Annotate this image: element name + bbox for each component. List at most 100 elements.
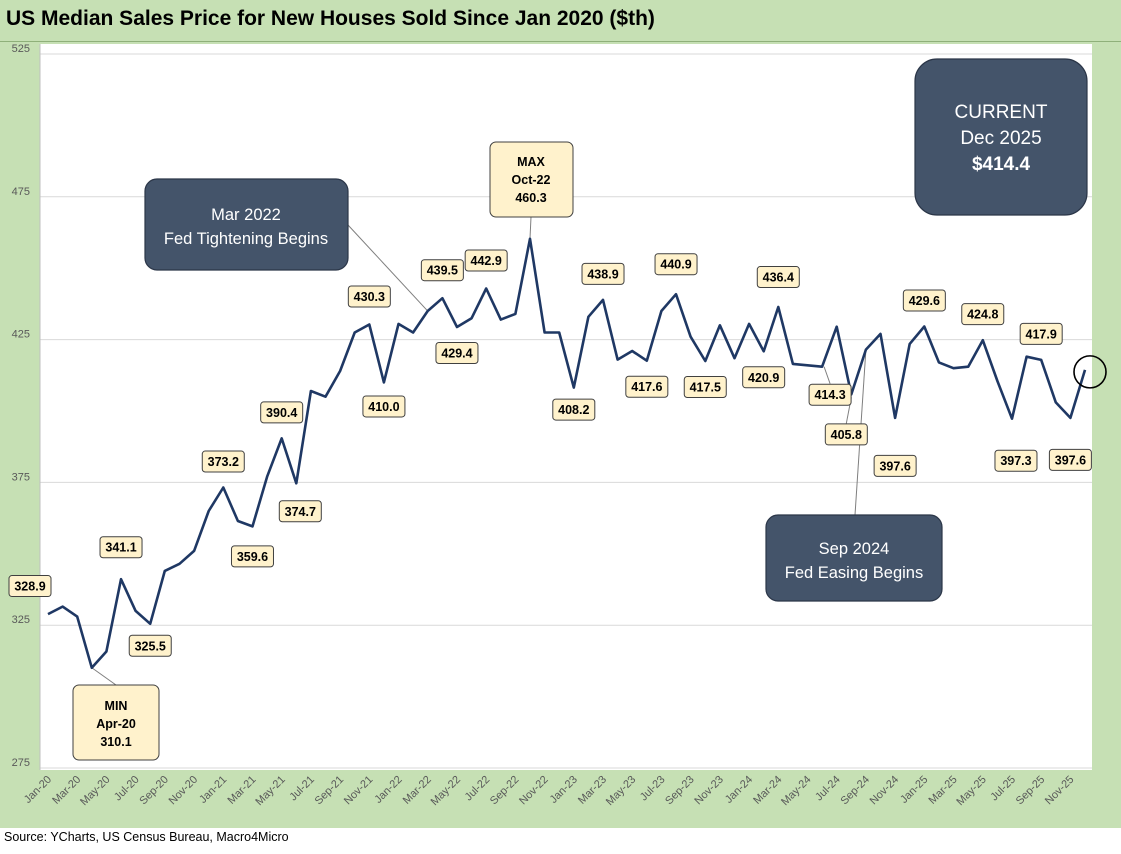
data-label: 430.3 [347, 285, 391, 308]
callout-current-line3: $414.4 [972, 154, 1031, 175]
data-label-box [464, 249, 508, 272]
series-line [47, 237, 1087, 670]
data-label-box [420, 259, 464, 282]
data-label: 417.5 [683, 376, 727, 399]
data-label: 436.4 [756, 266, 800, 289]
x-tick-label: Jan-20 [22, 774, 54, 806]
data-label: 341.1 [99, 536, 143, 559]
callout-current-line2: Dec 2025 [960, 128, 1041, 149]
callout-tightening: Mar 2022 Fed Tightening Begins [144, 178, 349, 271]
data-label-box [201, 450, 245, 473]
chart-title: US Median Sales Price for New Houses Sol… [6, 7, 655, 30]
data-label-box [552, 398, 596, 421]
callout-easing-line2: Fed Easing Begins [785, 564, 924, 582]
leader-414 [823, 366, 831, 384]
y-tick-label: 325 [12, 614, 30, 626]
data-label: 414.3 [808, 383, 852, 406]
data-label-box [362, 395, 406, 418]
x-tick-label: Mar-20 [50, 774, 83, 807]
title-bar: US Median Sales Price for New Houses Sol… [0, 0, 1121, 42]
annotation-max-line3: 460.3 [515, 191, 546, 205]
data-label-box [8, 575, 52, 598]
x-tick-label: Sep-24 [838, 774, 872, 808]
x-tick-label: Jan-21 [197, 774, 229, 806]
x-tick-label: Jan-23 [548, 774, 580, 806]
x-tick-label: Nov-21 [342, 774, 376, 808]
data-label-text: 397.6 [879, 459, 910, 473]
annotation-max-line1: MAX [517, 155, 545, 169]
data-label: 438.9 [581, 262, 625, 285]
data-label: 374.7 [278, 500, 322, 523]
data-label-box [260, 401, 304, 424]
data-label: 359.6 [230, 545, 274, 568]
data-label-box [625, 375, 669, 398]
data-label-text: 440.9 [660, 258, 691, 272]
callout-tightening-line2: Fed Tightening Begins [164, 230, 328, 248]
data-label-text: 374.7 [285, 505, 316, 519]
callout-current-line1: CURRENT [955, 102, 1048, 123]
callout-easing: Sep 2024 Fed Easing Begins [765, 514, 943, 602]
data-label-text: 410.0 [368, 400, 399, 414]
data-label-box [128, 634, 172, 657]
annotation-min: MIN Apr-20 310.1 [72, 684, 160, 761]
data-label-box [654, 253, 698, 276]
data-label: 424.8 [961, 303, 1005, 326]
x-tick-label: Jan-25 [898, 774, 930, 806]
current-point-circle [1073, 355, 1107, 389]
data-label-box [99, 536, 143, 559]
data-label-box [1019, 322, 1063, 345]
callout-easing-line1: Sep 2024 [819, 540, 890, 558]
data-label-text: 420.9 [748, 371, 779, 385]
x-tick-label: Sep-25 [1014, 774, 1048, 808]
y-axis: 275 325 375 425 475 525 [12, 43, 41, 770]
data-label: 373.2 [201, 450, 245, 473]
data-label-box [435, 342, 479, 365]
data-label: 420.9 [742, 366, 786, 389]
data-label-text: 424.8 [967, 308, 998, 322]
data-label-box [873, 454, 917, 477]
x-tick-label: Nov-20 [167, 774, 201, 808]
x-tick-label: Nov-24 [868, 774, 902, 808]
annotation-max: MAX Oct-22 460.3 [489, 141, 574, 218]
x-tick-label: Jan-22 [372, 774, 404, 806]
data-label-box [902, 289, 946, 312]
data-label: 397.3 [994, 449, 1038, 472]
data-label-box [808, 383, 852, 406]
x-tick-label: Mar-24 [751, 774, 784, 807]
data-label-text: 390.4 [266, 406, 297, 420]
data-label-text: 414.3 [814, 388, 845, 402]
x-tick-label: Sep-23 [663, 774, 697, 808]
y-tick-label: 375 [12, 471, 30, 483]
data-label-text: 439.5 [427, 264, 458, 278]
y-tick-label: 425 [12, 329, 30, 341]
data-label: 440.9 [654, 253, 698, 276]
callout-tightening-line1: Mar 2022 [211, 206, 281, 224]
x-tick-label: Nov-23 [692, 774, 726, 808]
data-label: 325.5 [128, 634, 172, 657]
data-label-text: 328.9 [14, 580, 45, 594]
data-label-text: 436.4 [763, 271, 794, 285]
y-tick-label: 525 [12, 43, 30, 55]
leader-min [91, 667, 117, 686]
x-tick-label: Mar-21 [225, 774, 258, 807]
data-label-box [278, 500, 322, 523]
annotation-min-line3: 310.1 [100, 735, 131, 749]
callout-current: CURRENT Dec 2025 $414.4 [914, 58, 1088, 216]
data-label: 417.9 [1019, 322, 1063, 345]
data-label-box [347, 285, 391, 308]
x-tick-label: Mar-23 [576, 774, 609, 807]
data-label-text: 397.3 [1000, 454, 1031, 468]
gridlines [40, 53, 1092, 769]
data-label-text: 438.9 [587, 267, 618, 281]
data-label: 410.0 [362, 395, 406, 418]
data-label-text: 417.5 [690, 381, 721, 395]
data-label-text: 430.3 [354, 290, 385, 304]
x-tick-label: Mar-22 [401, 774, 434, 807]
data-label: 429.6 [902, 289, 946, 312]
data-label-text: 341.1 [105, 541, 136, 555]
y-tick-label: 275 [12, 757, 30, 769]
data-label-box [581, 262, 625, 285]
x-tick-label: May-25 [954, 774, 988, 808]
